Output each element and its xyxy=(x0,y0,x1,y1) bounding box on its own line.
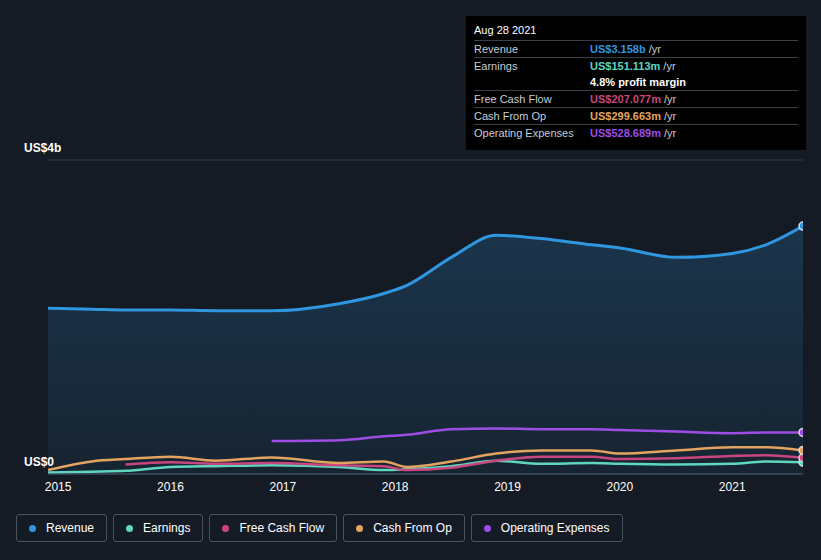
html-text:Cash From Op: Cash From Op xyxy=(474,110,547,122)
svg-text:2021: 2021 xyxy=(719,480,746,494)
html-text:Cash From Op: Cash From Op xyxy=(373,521,452,535)
svg-text:US$0: US$0 xyxy=(24,455,54,469)
html-text:Free Cash Flow: Free Cash Flow xyxy=(474,93,552,105)
html-text:4.8% profit margin: 4.8% profit margin xyxy=(590,76,686,88)
svg-text:2016: 2016 xyxy=(157,480,184,494)
html-text:Free Cash Flow: Free Cash Flow xyxy=(239,521,325,535)
svg-text:US$4b: US$4b xyxy=(24,141,61,155)
html-text:Revenue: Revenue xyxy=(474,43,518,55)
html-text:Earnings: Earnings xyxy=(143,521,191,535)
html-text:US$3.158b /yr: US$3.158b /yr xyxy=(590,43,661,55)
html-text:Operating Expenses: Operating Expenses xyxy=(474,127,574,139)
svg-text:2018: 2018 xyxy=(382,480,409,494)
html-text:Aug 28 2021: Aug 28 2021 xyxy=(474,24,537,36)
svg-text:2017: 2017 xyxy=(269,480,296,494)
svg-text:2015: 2015 xyxy=(45,480,72,494)
html-text:US$299.663m /yr: US$299.663m /yr xyxy=(590,110,677,122)
svg-text:2019: 2019 xyxy=(494,480,521,494)
html-text:US$528.689m /yr: US$528.689m /yr xyxy=(590,127,677,139)
html-text:Earnings: Earnings xyxy=(474,60,518,72)
html-text:US$207.077m /yr: US$207.077m /yr xyxy=(590,93,677,105)
html-text:US$151.113m /yr: US$151.113m /yr xyxy=(590,60,676,72)
html-text:Revenue: Revenue xyxy=(46,521,94,535)
html-text:Operating Expenses: Operating Expenses xyxy=(500,521,610,535)
svg-text:2020: 2020 xyxy=(607,480,634,494)
